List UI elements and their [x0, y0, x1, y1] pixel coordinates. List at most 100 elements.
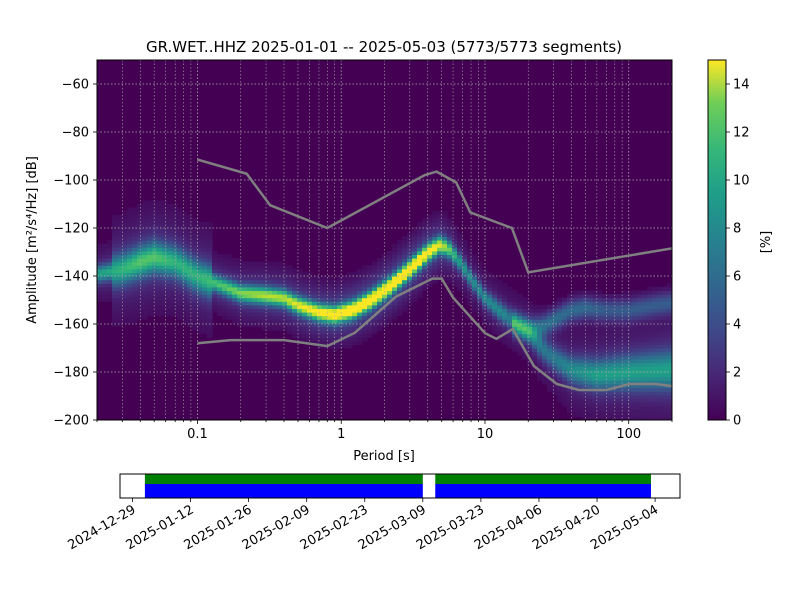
heatmap-cell — [162, 258, 168, 263]
heatmap-cell — [522, 344, 528, 349]
heatmap-cell — [397, 283, 403, 288]
heatmap-cell — [527, 326, 533, 331]
heatmap-cell — [352, 297, 358, 302]
heatmap-cell — [642, 409, 648, 414]
heatmap-cell — [637, 337, 643, 342]
heatmap-cell — [547, 308, 553, 313]
heatmap-cell — [142, 297, 148, 302]
heatmap-cell — [642, 340, 648, 345]
heatmap-cell — [602, 412, 608, 417]
heatmap-cell — [562, 355, 568, 360]
heatmap-cell — [437, 258, 443, 263]
heatmap-cell — [657, 294, 663, 299]
heatmap-cell — [662, 315, 668, 320]
heatmap-cell — [337, 330, 343, 335]
heatmap-cell — [337, 308, 343, 313]
heatmap-cell — [217, 254, 223, 259]
heatmap-cell — [622, 308, 628, 313]
heatmap-cell — [352, 294, 358, 299]
heatmap-cell — [387, 297, 393, 302]
heatmap-cell — [287, 322, 293, 327]
heatmap-cell — [217, 268, 223, 273]
heatmap-cell — [337, 326, 343, 331]
heatmap-cell — [662, 297, 668, 302]
heatmap-cell — [547, 366, 553, 371]
heatmap-cell — [137, 308, 143, 313]
heatmap-cell — [262, 315, 268, 320]
heatmap-cell — [97, 254, 103, 259]
heatmap-cell — [132, 265, 138, 270]
heatmap-cell — [277, 315, 283, 320]
heatmap-cell — [192, 268, 198, 273]
heatmap-cell — [397, 304, 403, 309]
heatmap-cell — [527, 304, 533, 309]
heatmap-cell — [597, 373, 603, 378]
heatmap-cell — [602, 319, 608, 324]
heatmap-cell — [642, 376, 648, 381]
heatmap-cell — [177, 276, 183, 281]
heatmap-cell — [372, 330, 378, 335]
heatmap-cell — [162, 247, 168, 252]
heatmap-cell — [592, 355, 598, 360]
heatmap-cell — [602, 294, 608, 299]
heatmap-cell — [247, 276, 253, 281]
heatmap-cell — [117, 232, 123, 237]
heatmap-cell — [527, 319, 533, 324]
heatmap-cell — [117, 254, 123, 259]
heatmap-cell — [637, 290, 643, 295]
heatmap-cell — [417, 254, 423, 259]
heatmap-cell — [322, 319, 328, 324]
heatmap-cell — [567, 405, 573, 410]
heatmap-cell — [197, 308, 203, 313]
heatmap-cell — [627, 355, 633, 360]
heatmap-cell — [592, 358, 598, 363]
heatmap-cell — [102, 286, 108, 291]
heatmap-cell — [582, 358, 588, 363]
heatmap-cell — [597, 322, 603, 327]
heatmap-cell — [547, 344, 553, 349]
heatmap-cell — [352, 308, 358, 313]
heatmap-cell — [172, 229, 178, 234]
heatmap-cell — [442, 236, 448, 241]
heatmap-cell — [367, 322, 373, 327]
heatmap-cell — [497, 337, 503, 342]
heatmap-cell — [107, 297, 113, 302]
heatmap-cell — [547, 384, 553, 389]
heatmap-cell — [197, 268, 203, 273]
heatmap-cell — [152, 272, 158, 277]
heatmap-cell — [202, 290, 208, 295]
heatmap-cell — [537, 355, 543, 360]
heatmap-cell — [172, 308, 178, 313]
heatmap-cell — [112, 232, 118, 237]
heatmap-cell — [152, 294, 158, 299]
heatmap-cell — [147, 204, 153, 209]
heatmap-cell — [597, 351, 603, 356]
heatmap-cell — [347, 304, 353, 309]
heatmap-cell — [202, 319, 208, 324]
heatmap-cell — [577, 340, 583, 345]
heatmap-cell — [272, 272, 278, 277]
heatmap-cell — [532, 362, 538, 367]
heatmap-cell — [437, 247, 443, 252]
heatmap-cell — [572, 366, 578, 371]
heatmap-cell — [557, 333, 563, 338]
heatmap-cell — [652, 366, 658, 371]
heatmap-cell — [372, 326, 378, 331]
heatmap-cell — [572, 290, 578, 295]
heatmap-cell — [122, 304, 128, 309]
heatmap-cell — [637, 333, 643, 338]
heatmap-cell — [307, 315, 313, 320]
heatmap-cell — [247, 312, 253, 317]
heatmap-cell — [162, 286, 168, 291]
heatmap-cell — [607, 394, 613, 399]
heatmap-cell — [277, 268, 283, 273]
heatmap-cell — [357, 297, 363, 302]
heatmap-cell — [122, 232, 128, 237]
heatmap-cell — [452, 261, 458, 266]
heatmap-cell — [197, 232, 203, 237]
heatmap-cell — [587, 369, 593, 374]
heatmap-cell — [137, 247, 143, 252]
heatmap-cell — [152, 308, 158, 313]
heatmap-cell — [122, 279, 128, 284]
heatmap-cell — [347, 272, 353, 277]
